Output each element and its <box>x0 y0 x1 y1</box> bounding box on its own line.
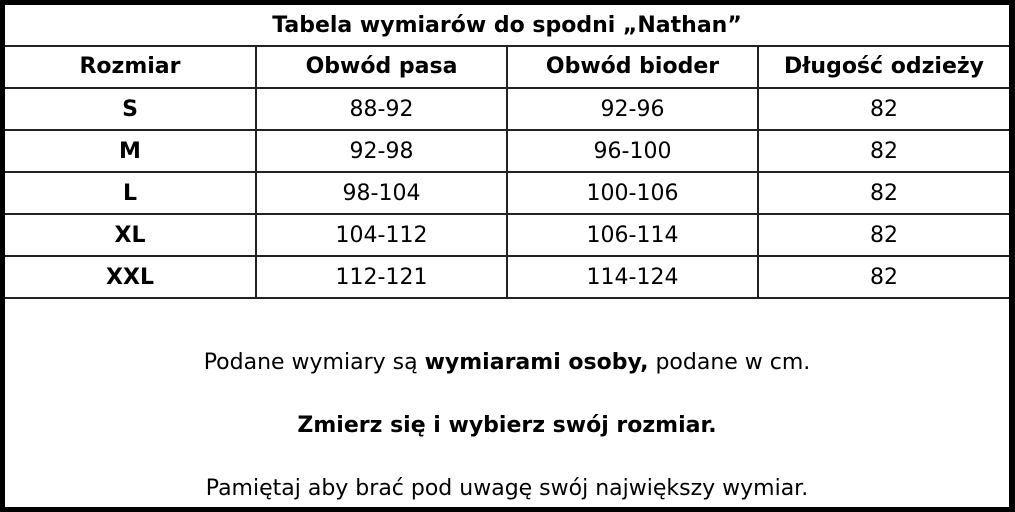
waist-cell: 104-112 <box>255 213 508 257</box>
table-title: Tabela wymiarów do spodni „Nathan” <box>5 5 1009 47</box>
table-row: XL 104-112 106-114 82 <box>5 213 1009 257</box>
note-measurements: Podane wymiary są wymiarami osoby, podan… <box>5 350 1009 375</box>
length-cell: 82 <box>757 87 1009 131</box>
note-emphasis: wymiarami osoby, <box>424 350 649 375</box>
size-cell: S <box>5 87 257 131</box>
waist-cell: 98-104 <box>255 171 508 215</box>
header-size: Rozmiar <box>5 45 257 89</box>
size-cell: XXL <box>5 255 257 299</box>
length-cell: 82 <box>757 129 1009 173</box>
table-row: S 88-92 92-96 82 <box>5 87 1009 131</box>
table-row: XXL 112-121 114-124 82 <box>5 255 1009 299</box>
hips-cell: 92-96 <box>506 87 759 131</box>
hips-cell: 106-114 <box>506 213 759 257</box>
length-cell: 82 <box>757 171 1009 215</box>
waist-cell: 112-121 <box>255 255 508 299</box>
note-largest-measure: Pamiętaj aby brać pod uwagę swój najwięk… <box>205 476 809 501</box>
waist-cell: 88-92 <box>255 87 508 131</box>
note-text: podane w cm. <box>648 350 811 375</box>
length-cell: 82 <box>757 255 1009 299</box>
header-waist: Obwód pasa <box>255 45 508 89</box>
note-text: Podane wymiary są <box>203 350 425 375</box>
header-hips: Obwód bioder <box>506 45 759 89</box>
table-row: M 92-98 96-100 82 <box>5 129 1009 173</box>
length-cell: 82 <box>757 213 1009 257</box>
size-cell: M <box>5 129 257 173</box>
header-length: Długość odzieży <box>757 45 1009 89</box>
size-cell: L <box>5 171 257 215</box>
hips-cell: 114-124 <box>506 255 759 299</box>
hips-cell: 100-106 <box>506 171 759 215</box>
size-table: Rozmiar Obwód pasa Obwód bioder Długość … <box>5 45 1009 299</box>
hips-cell: 96-100 <box>506 129 759 173</box>
header-row: Rozmiar Obwód pasa Obwód bioder Długość … <box>5 45 1009 89</box>
table-row: L 98-104 100-106 82 <box>5 171 1009 215</box>
size-cell: XL <box>5 213 257 257</box>
note-choose-size: Zmierz się i wybierz swój rozmiar. <box>297 413 717 438</box>
waist-cell: 92-98 <box>255 129 508 173</box>
